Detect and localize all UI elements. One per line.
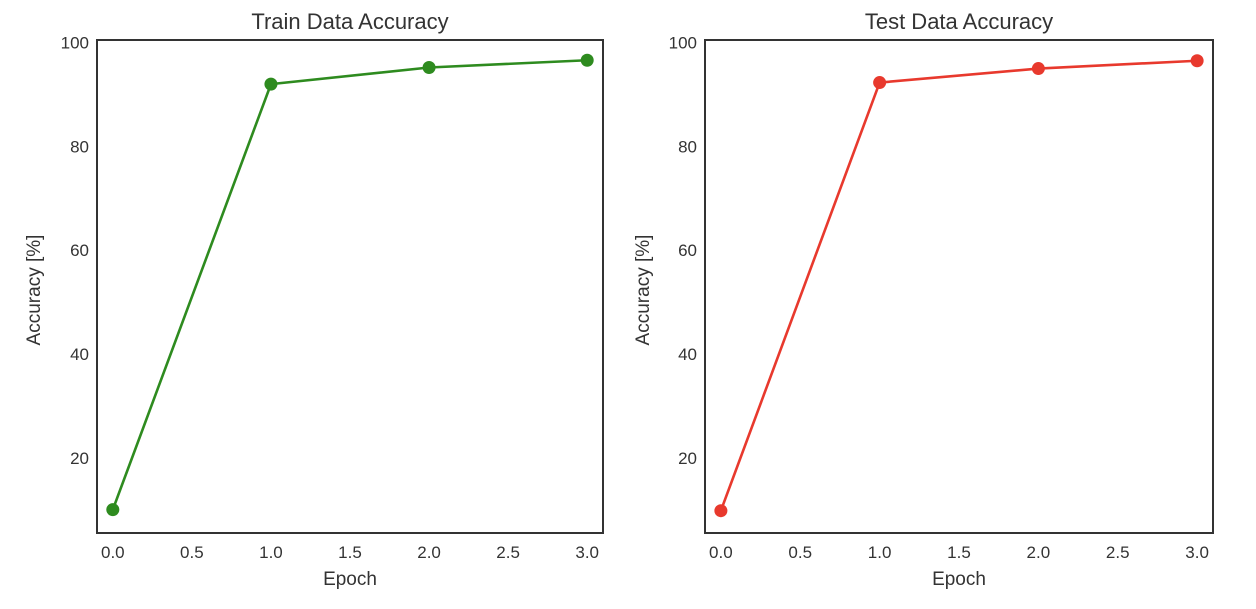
x-tick-label: 2.5 [1106,543,1130,562]
x-tick-label: 1.0 [868,543,892,562]
series-layer [714,54,1204,518]
x-tick-label: 0.5 [180,543,204,562]
y-tick-label: 40 [70,345,89,364]
x-tick-label: 1.5 [338,543,362,562]
test-accuracy-chart: Test Data Accuracy Epoch Accuracy [%] 0.… [633,9,1214,590]
y-tick-label: 40 [678,345,697,364]
x-tick-label: 2.0 [417,543,441,562]
y-tick-label: 100 [61,34,89,53]
y-axis-label: Accuracy [%] [633,235,654,346]
y-tick-labels: 20 40 60 80 100 [669,34,697,468]
x-tick-label: 3.0 [1185,543,1209,562]
x-axis-label: Epoch [932,569,986,590]
x-tick-label: 2.5 [496,543,520,562]
series-line [111,58,588,511]
y-tick-label: 60 [678,241,697,260]
y-tick-label: 80 [70,137,89,156]
x-axis-label: Epoch [323,569,377,590]
data-point [1190,54,1204,68]
data-point [106,503,120,517]
x-tick-label: 0.0 [101,543,125,562]
y-tick-label: 20 [70,449,89,468]
plot-frame [96,39,604,534]
chart-title: Train Data Accuracy [251,9,448,34]
data-point [264,77,278,91]
data-point [873,76,887,90]
x-tick-label: 2.0 [1027,543,1051,562]
x-tick-label: 1.0 [259,543,283,562]
x-tick-label: 0.0 [709,543,733,562]
series-layer [106,53,594,517]
y-tick-label: 80 [678,137,697,156]
y-tick-label: 20 [678,449,697,468]
x-tick-labels: 0.0 0.5 1.0 1.5 2.0 2.5 3.0 [709,543,1209,562]
x-tick-label: 3.0 [575,543,599,562]
x-tick-label: 0.5 [788,543,812,562]
y-tick-label: 100 [669,34,697,53]
y-axis-label: Accuracy [%] [24,235,45,346]
x-tick-label: 1.5 [947,543,971,562]
x-tick-labels: 0.0 0.5 1.0 1.5 2.0 2.5 3.0 [101,543,599,562]
data-point [580,53,594,67]
data-point [1031,62,1045,76]
train-accuracy-chart: Train Data Accuracy Epoch Accuracy [%] 0… [24,9,604,590]
data-point [714,504,728,518]
y-tick-label: 60 [70,241,89,260]
series-line [719,59,1198,512]
data-point [422,61,436,74]
chart-title: Test Data Accuracy [865,9,1053,34]
y-tick-labels: 20 40 60 80 100 [61,34,89,468]
plot-frame [704,39,1214,534]
